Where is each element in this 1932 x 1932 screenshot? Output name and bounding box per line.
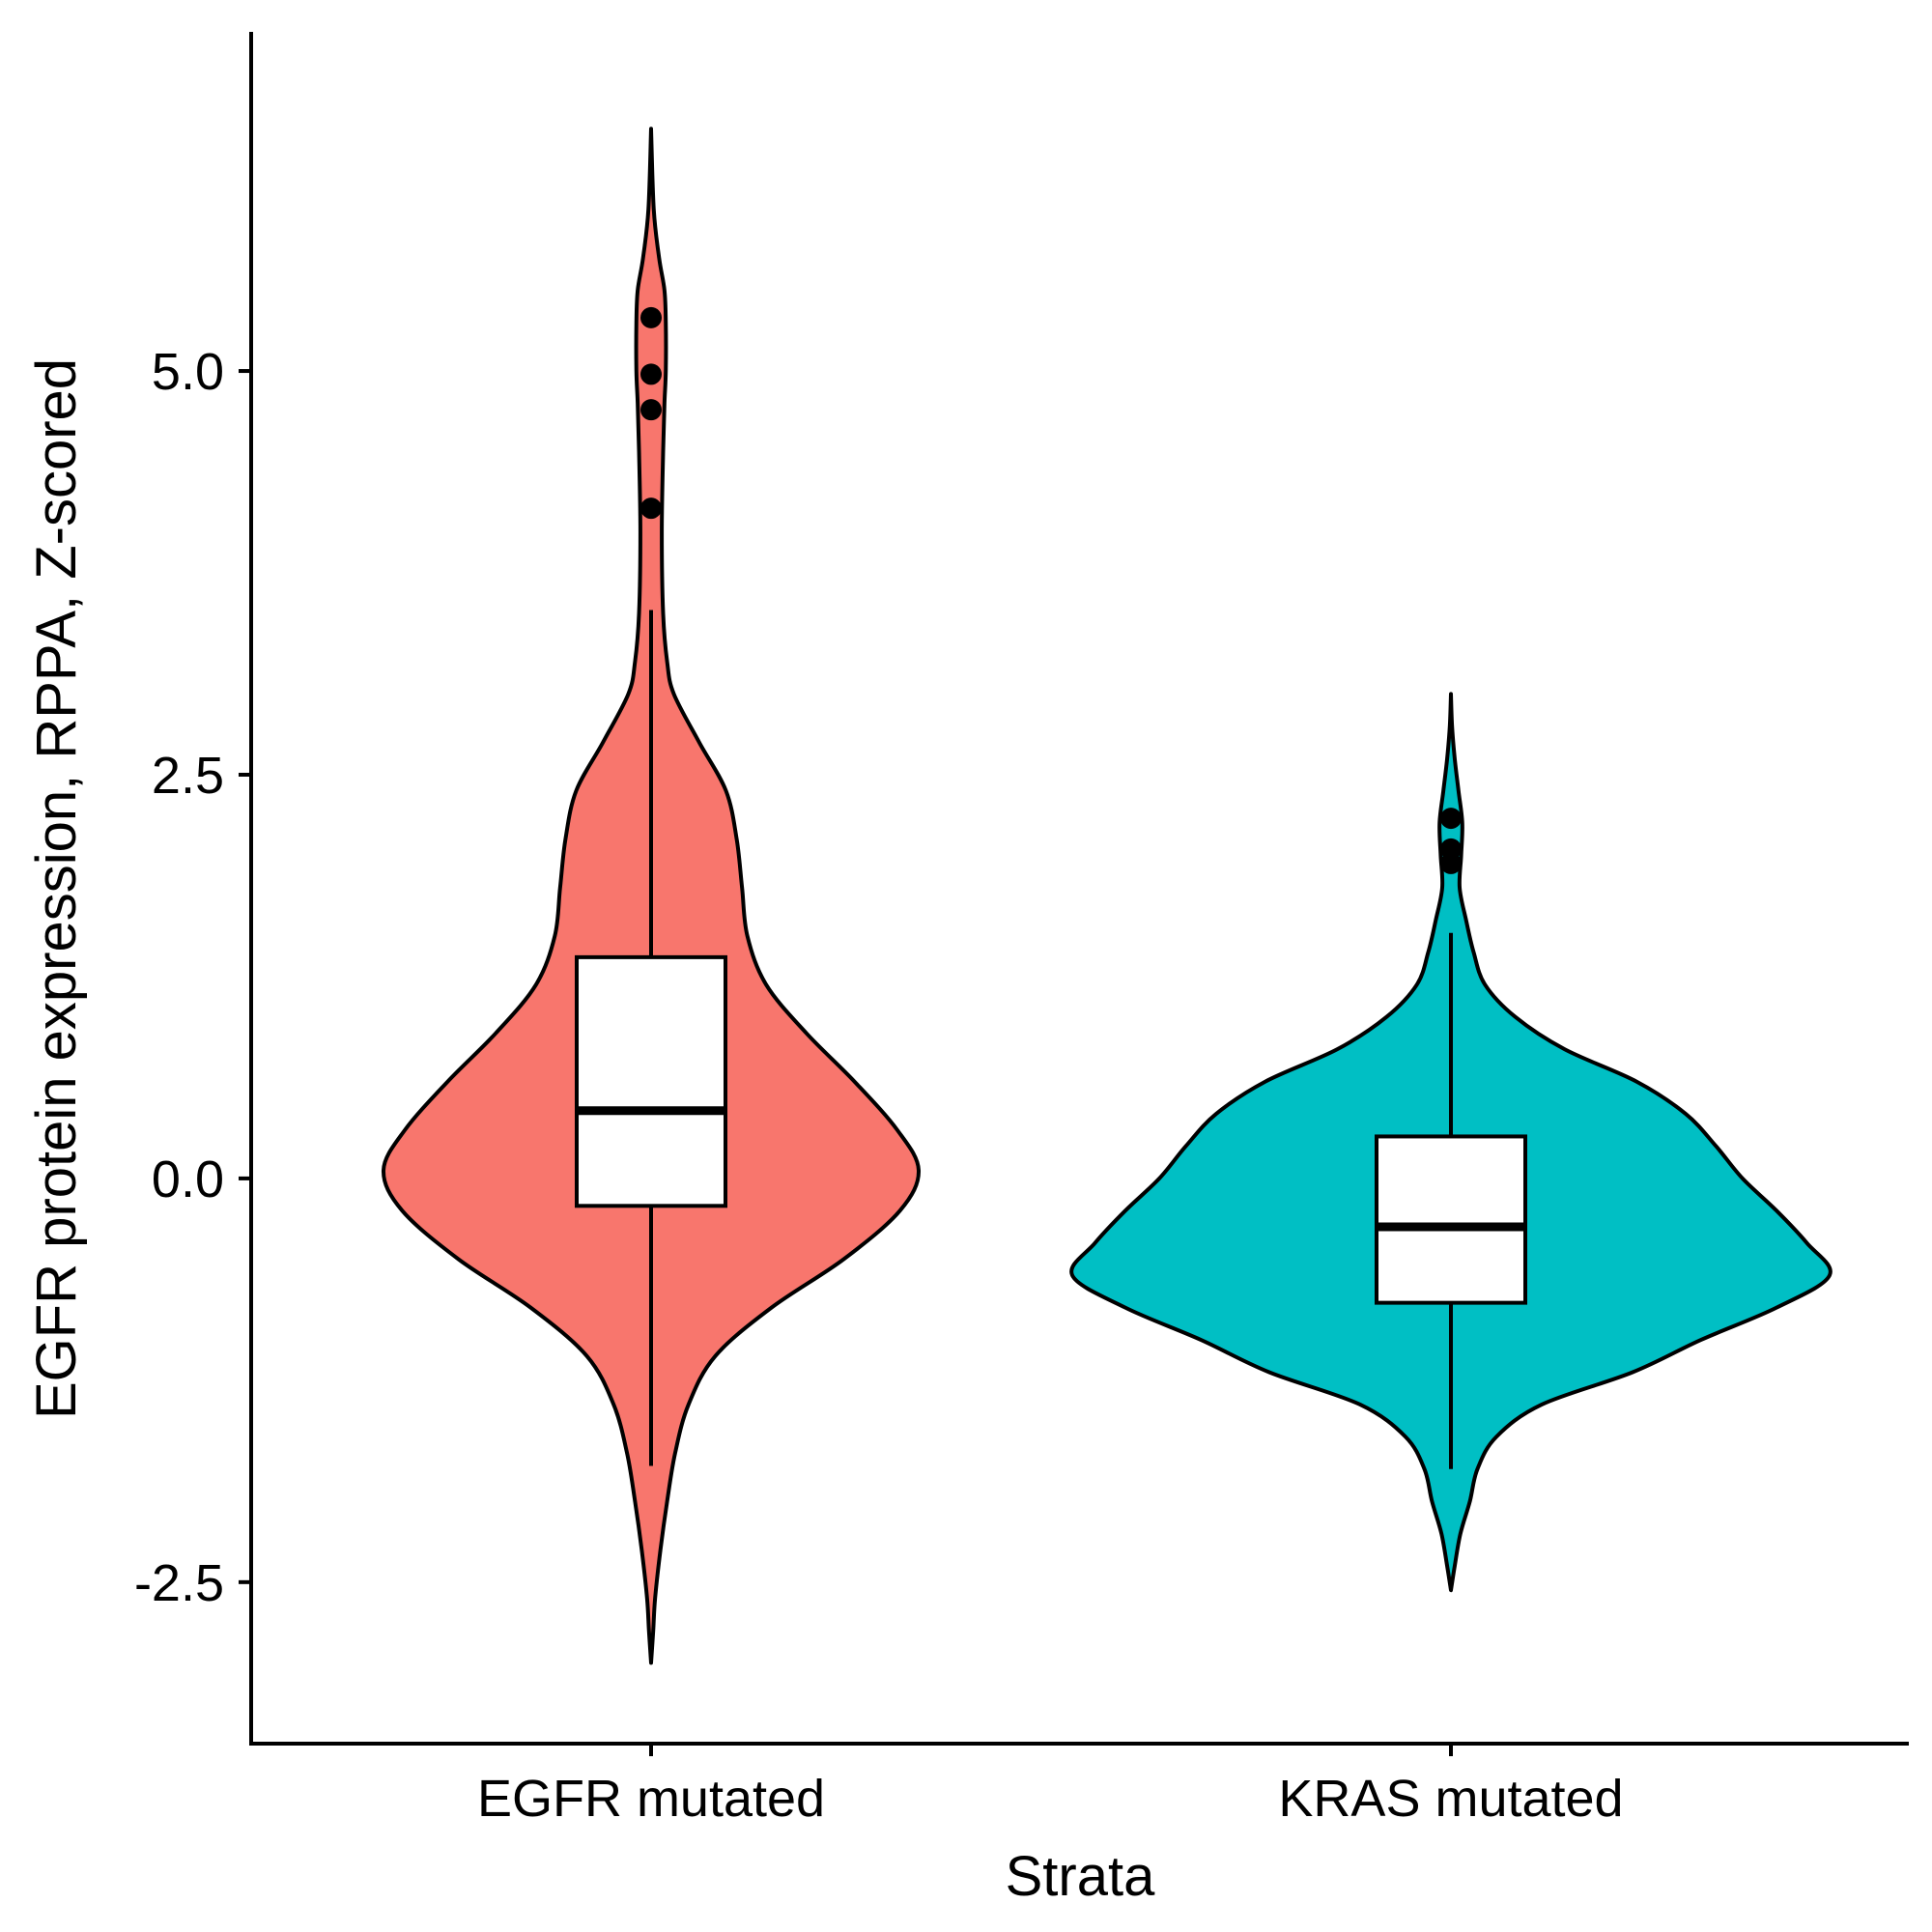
- outlier-point: [640, 399, 662, 421]
- violins-layer: [381, 127, 1833, 1665]
- y-tick-label: 2.5: [152, 747, 224, 805]
- y-tick-label: 0.0: [152, 1151, 224, 1208]
- outlier-point: [1440, 852, 1462, 874]
- x-tick-label: KRAS mutated: [1278, 1770, 1623, 1828]
- y-tick-label: -2.5: [134, 1554, 224, 1612]
- y-axis-title: EGFR protein expression, RPPA, Z-scored: [25, 358, 88, 1419]
- x-tick-label: EGFR mutated: [477, 1770, 825, 1828]
- outlier-point: [1440, 838, 1462, 860]
- outliers-layer: [640, 306, 1462, 874]
- y-tick-label: 5.0: [152, 343, 224, 401]
- box-iqr: [1375, 1134, 1527, 1305]
- boxplots-layer: [575, 610, 1527, 1469]
- box-iqr: [575, 954, 727, 1208]
- outlier-point: [640, 306, 662, 328]
- x-axis-title: Strata: [1006, 1845, 1155, 1908]
- y-axis-ticks: -2.5 0.0 2.5 5.0: [134, 343, 251, 1612]
- x-axis-ticks: EGFR mutated KRAS mutated: [477, 1744, 1624, 1828]
- outlier-point: [1440, 808, 1462, 830]
- outlier-point: [640, 497, 662, 520]
- outlier-point: [640, 363, 662, 385]
